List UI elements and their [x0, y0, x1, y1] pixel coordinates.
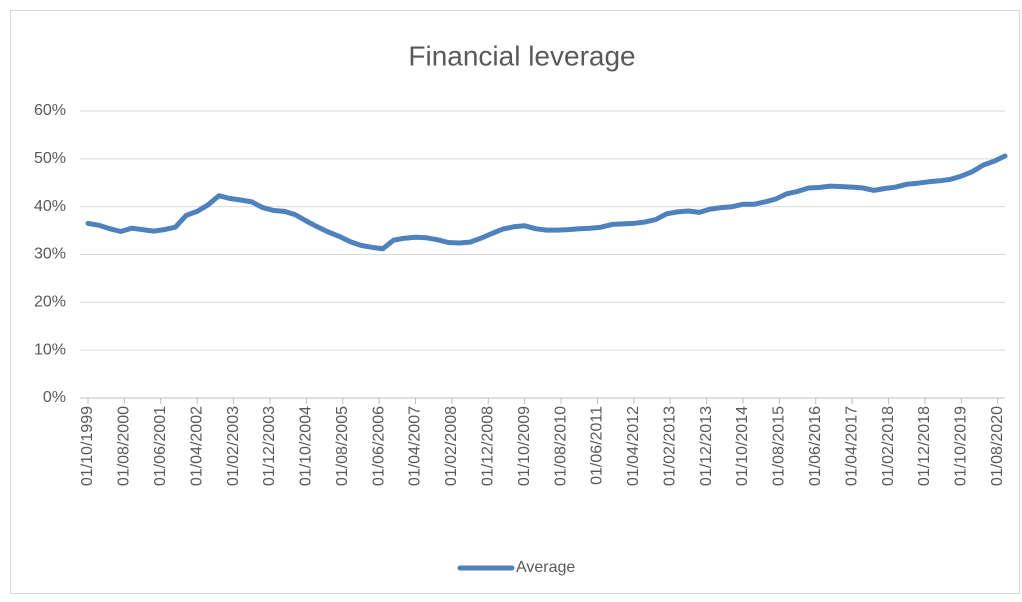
y-tick-label: 20%	[34, 294, 66, 311]
x-tick-label: 01/04/2007	[407, 406, 424, 486]
y-tick-label: 50%	[34, 150, 66, 167]
x-tick-label: 01/02/2013	[661, 406, 678, 486]
x-tick-label: 01/06/2011	[589, 406, 606, 485]
legend-label: Average	[516, 559, 575, 576]
y-tick-label: 0%	[43, 389, 66, 406]
chart-title: Financial leverage	[408, 40, 635, 71]
y-tick-label: 30%	[34, 246, 66, 263]
x-tick-label: 01/06/2016	[807, 406, 824, 486]
x-tick-label: 01/08/2015	[771, 406, 788, 486]
x-tick-label: 01/04/2017	[843, 406, 860, 486]
x-tick-label: 01/12/2003	[261, 406, 278, 486]
x-tick-label: 01/10/2004	[298, 406, 315, 486]
y-tick-label: 60%	[34, 102, 66, 119]
x-tick-label: 01/12/2008	[479, 406, 496, 486]
x-tick-label: 01/04/2012	[625, 406, 642, 486]
x-tick-label: 01/12/2018	[916, 406, 933, 486]
x-tick-label: 01/10/2019	[953, 406, 970, 486]
x-tick-label: 01/12/2013	[698, 406, 715, 486]
x-tick-label: 01/02/2008	[443, 406, 460, 486]
x-tick-label: 01/08/2020	[989, 406, 1006, 486]
y-tick-label: 10%	[34, 341, 66, 358]
x-tick-label: 01/08/2000	[116, 406, 133, 486]
x-tick-label: 01/06/2006	[370, 406, 387, 486]
x-tick-label: 01/10/2014	[734, 406, 751, 486]
x-tick-label: 01/08/2010	[552, 406, 569, 486]
x-tick-label: 01/08/2005	[334, 406, 351, 486]
x-tick-label: 01/10/2009	[516, 406, 533, 486]
x-tick-label: 01/10/1999	[79, 406, 96, 486]
x-tick-label: 01/06/2001	[152, 406, 169, 486]
x-tick-label: 01/02/2003	[225, 406, 242, 486]
x-tick-label: 01/02/2018	[880, 406, 897, 486]
series-line	[85, 153, 1008, 252]
y-tick-label: 40%	[34, 198, 66, 215]
x-tick-label: 01/04/2002	[188, 406, 205, 486]
